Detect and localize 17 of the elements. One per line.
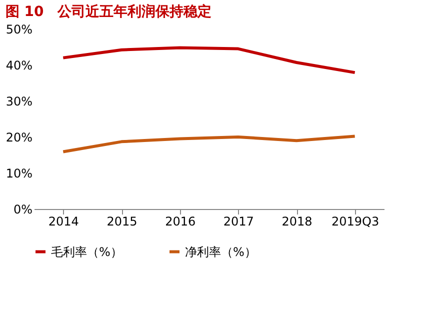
y-tick-label: 50% xyxy=(6,22,32,36)
line-series xyxy=(62,134,356,154)
chart-title: 图 10 公司近五年利润保持稳定 xyxy=(5,3,212,20)
x-tick-label: 2017 xyxy=(223,214,254,228)
x-tick-label: 2015 xyxy=(106,214,138,228)
legend-label: 毛利率（%） xyxy=(51,244,122,259)
legend-label: 净利率（%） xyxy=(185,244,256,259)
x-tick-label: 2018 xyxy=(282,214,312,228)
y-tick-label: 20% xyxy=(6,130,32,144)
x-tick-label: 2014 xyxy=(48,214,79,228)
y-tick-label: 30% xyxy=(6,94,32,108)
x-tick-label: 2019Q3 xyxy=(332,214,380,228)
y-tick-label: 40% xyxy=(6,58,32,72)
x-tick-label: 2016 xyxy=(165,214,196,228)
y-tick-label: 10% xyxy=(6,166,32,180)
line-series xyxy=(62,46,356,74)
y-tick-label: 0% xyxy=(13,202,32,216)
